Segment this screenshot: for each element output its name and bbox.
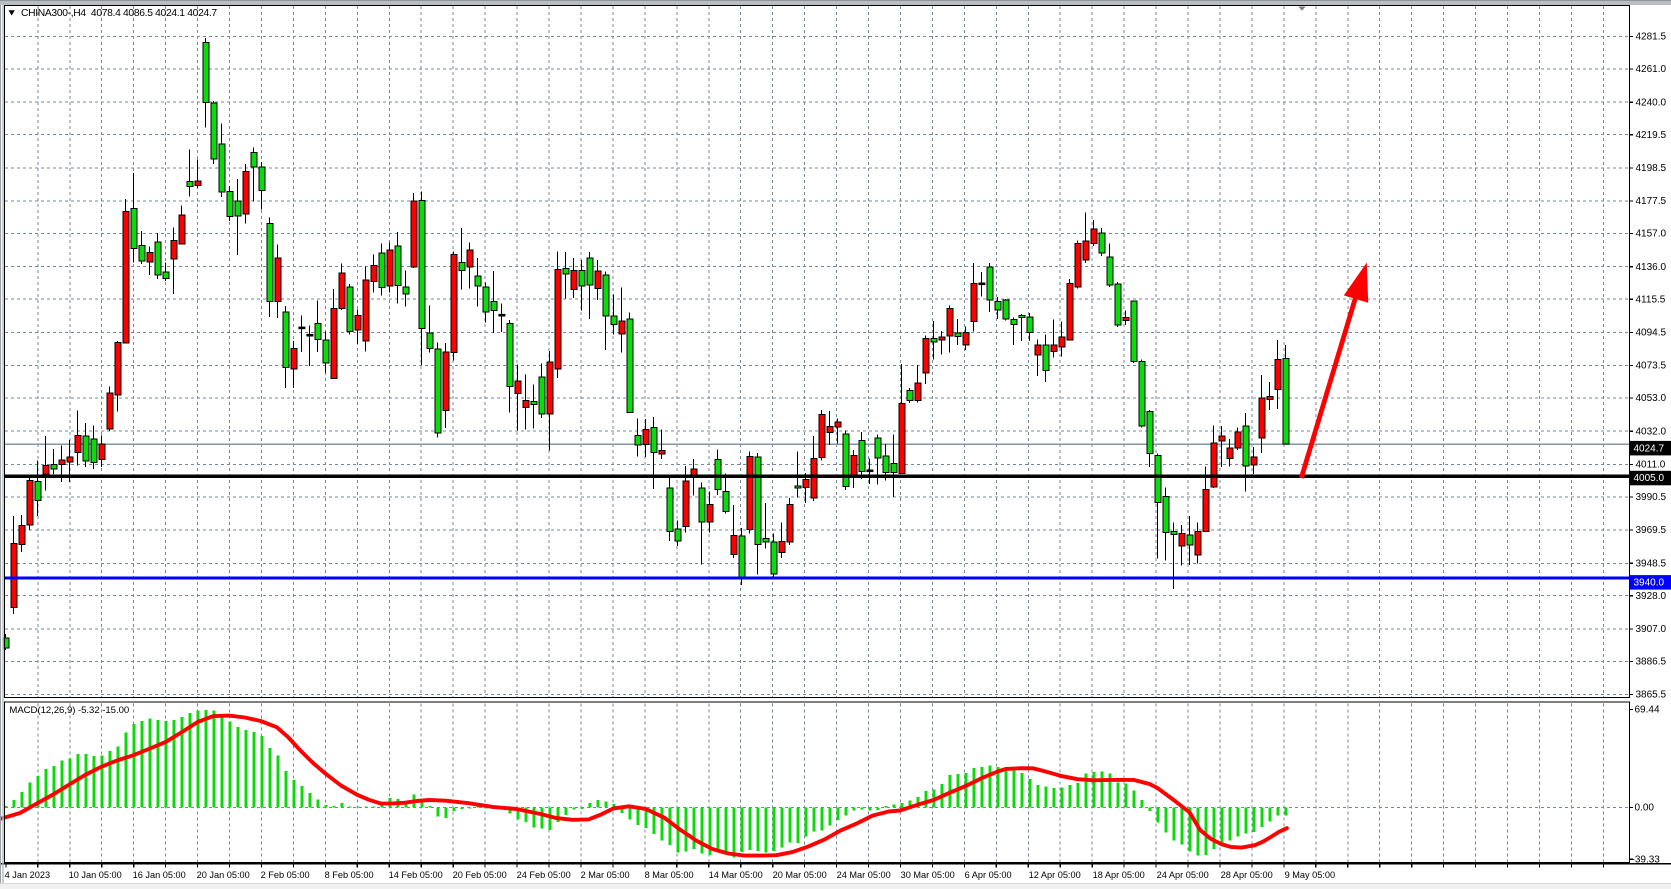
svg-text:4261.0: 4261.0 [1636, 64, 1667, 75]
svg-text:4094.5: 4094.5 [1636, 328, 1667, 339]
svg-text:CHINA300-,H4 4078.4 4086.5 40: CHINA300-,H4 4078.4 4086.5 4024.1 4024.7 [21, 8, 217, 19]
svg-text:2 Mar 05:00: 2 Mar 05:00 [581, 870, 630, 880]
svg-text:3907.0: 3907.0 [1636, 624, 1667, 635]
svg-text:24 Apr 05:00: 24 Apr 05:00 [1157, 870, 1209, 880]
svg-text:4032.0: 4032.0 [1636, 426, 1667, 437]
svg-text:3940.0: 3940.0 [1634, 578, 1665, 589]
svg-text:69.44: 69.44 [1635, 705, 1660, 716]
svg-text:4219.5: 4219.5 [1636, 130, 1667, 141]
svg-text:6 Apr 05:00: 6 Apr 05:00 [965, 870, 1012, 880]
svg-text:20 Mar 05:00: 20 Mar 05:00 [773, 870, 827, 880]
svg-text:3928.0: 3928.0 [1636, 591, 1667, 602]
svg-text:4281.5: 4281.5 [1636, 32, 1667, 43]
svg-text:3886.5: 3886.5 [1636, 657, 1667, 668]
svg-text:3969.5: 3969.5 [1636, 525, 1667, 536]
svg-text:4177.5: 4177.5 [1636, 196, 1667, 207]
svg-text:16 Jan 05:00: 16 Jan 05:00 [133, 870, 186, 880]
svg-text:3865.5: 3865.5 [1636, 690, 1667, 701]
svg-text:8 Mar 05:00: 8 Mar 05:00 [645, 870, 694, 880]
svg-text:0.00: 0.00 [1635, 803, 1655, 814]
svg-text:4005.0: 4005.0 [1634, 473, 1665, 484]
svg-text:-39.33: -39.33 [1632, 854, 1661, 865]
svg-text:28 Apr 05:00: 28 Apr 05:00 [1221, 870, 1273, 880]
svg-text:4073.5: 4073.5 [1636, 361, 1667, 372]
svg-text:3948.5: 3948.5 [1636, 558, 1667, 569]
svg-text:4157.0: 4157.0 [1636, 229, 1667, 240]
svg-text:MACD(12,26,9) -5.32 -15.00: MACD(12,26,9) -5.32 -15.00 [9, 705, 129, 716]
svg-text:4053.0: 4053.0 [1636, 393, 1667, 404]
svg-text:4240.0: 4240.0 [1636, 97, 1667, 108]
svg-text:4011.0: 4011.0 [1636, 460, 1666, 471]
svg-text:4115.5: 4115.5 [1636, 294, 1666, 305]
svg-text:18 Apr 05:00: 18 Apr 05:00 [1093, 870, 1145, 880]
svg-text:24 Feb 05:00: 24 Feb 05:00 [517, 870, 571, 880]
svg-text:20 Jan 05:00: 20 Jan 05:00 [197, 870, 250, 880]
svg-text:14 Mar 05:00: 14 Mar 05:00 [709, 870, 763, 880]
svg-text:20 Feb 05:00: 20 Feb 05:00 [453, 870, 507, 880]
svg-text:8 Feb 05:00: 8 Feb 05:00 [325, 870, 374, 880]
svg-text:4198.5: 4198.5 [1636, 163, 1667, 174]
svg-text:4136.0: 4136.0 [1636, 262, 1667, 273]
svg-text:24 Mar 05:00: 24 Mar 05:00 [837, 870, 891, 880]
svg-text:4024.7: 4024.7 [1634, 443, 1665, 454]
svg-text:9 May 05:00: 9 May 05:00 [1285, 870, 1336, 880]
svg-text:3990.5: 3990.5 [1636, 492, 1667, 503]
svg-text:10 Jan 05:00: 10 Jan 05:00 [69, 870, 122, 880]
svg-text:14 Feb 05:00: 14 Feb 05:00 [389, 870, 443, 880]
svg-text:30 Mar 05:00: 30 Mar 05:00 [901, 870, 955, 880]
svg-text:12 Apr 05:00: 12 Apr 05:00 [1029, 870, 1081, 880]
svg-text:2 Feb 05:00: 2 Feb 05:00 [261, 870, 310, 880]
svg-text:4 Jan 2023: 4 Jan 2023 [5, 870, 50, 880]
